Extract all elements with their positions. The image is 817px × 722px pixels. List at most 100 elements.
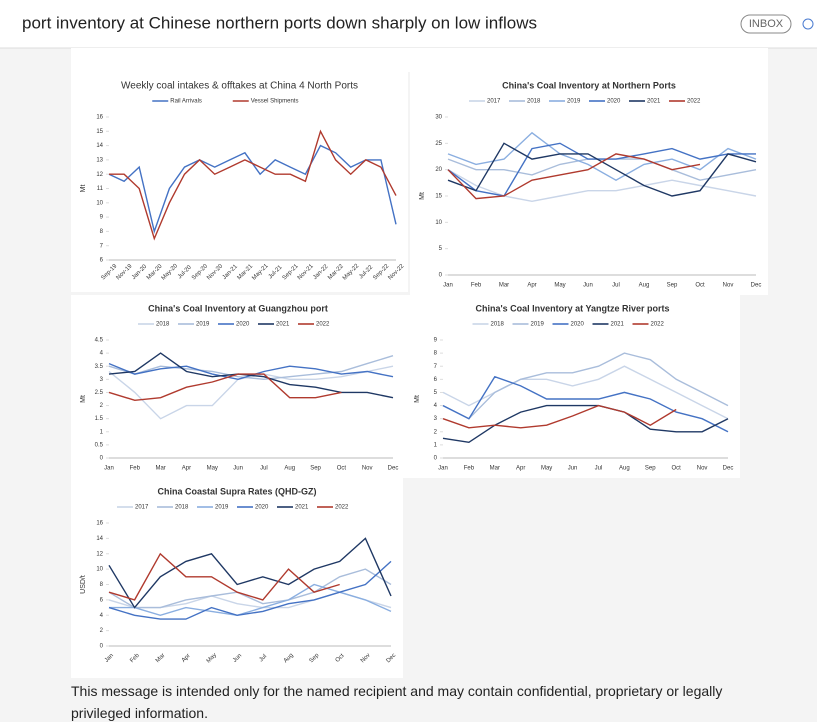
legend-label: 2017 [135,505,149,511]
chart-title: China's Coal Inventory at Yangtze River … [475,303,669,313]
y-tick-label: 3 [434,416,438,422]
x-tick-label: Oct [337,466,347,472]
y-axis-label: Mt [414,395,421,403]
x-tick-label: Sep [310,466,321,472]
x-tick-label: Feb [130,466,141,472]
y-tick-label: 4.5 [95,338,104,344]
y-tick-label: 6 [434,377,438,383]
series-line [442,404,729,444]
y-tick-label: 3.5 [95,364,104,370]
y-tick-label: 2.5 [95,390,104,396]
y-tick-label: 1 [100,429,104,435]
y-tick-label: 4 [100,613,104,619]
legend-label: 2022 [335,505,349,511]
x-tick-label: Aug [283,653,295,665]
x-tick-label: Dec [751,283,762,289]
legend-label: 2022 [651,322,665,328]
image-strip [71,48,768,72]
y-tick-label: 7 [434,364,438,370]
y-tick-label: 25 [435,141,442,147]
y-tick-label: 0 [100,644,104,650]
x-tick-label: Dec [386,653,398,665]
y-tick-label: 0 [434,456,438,462]
y-tick-label: 2 [434,429,438,435]
x-tick-label: Mar [155,466,165,472]
series-line [442,352,729,420]
contact-icon[interactable] [802,18,814,30]
y-tick-label: 6 [100,597,104,603]
series-line [108,568,392,609]
x-tick-label: May [541,466,552,472]
legend-label: 2019 [215,505,229,511]
x-tick-label: Sep [667,283,678,289]
x-tick-label: Oct [695,283,705,289]
chart-title: Weekly coal intakes & offtakes at China … [121,81,358,92]
x-tick-label: Apr [516,466,525,472]
chart-title: China Coastal Supra Rates (QHD-GZ) [157,486,316,496]
x-tick-label: Jul [595,466,603,472]
x-tick-label: May [207,466,218,472]
y-tick-label: 1.5 [95,416,104,422]
series-line [109,583,392,617]
legend-label: 2022 [316,322,330,328]
series-line [447,142,756,197]
legend-label: Vessel Shipments [251,99,299,105]
y-tick-label: 6 [100,258,104,264]
series-line [108,560,392,620]
y-tick-label: 8 [100,582,104,588]
legend-label: 2021 [647,99,661,105]
x-tick-label: Feb [464,466,475,472]
legend-label: 2022 [687,99,701,105]
inbox-badge[interactable] [740,14,792,34]
legend-label: 2018 [491,322,505,328]
legend-label: 2019 [567,99,581,105]
y-tick-label: 11 [97,186,104,192]
legend-label: 2020 [255,505,269,511]
inbox-badge-label[interactable]: INBOX [749,18,784,30]
y-tick-label: 14 [96,143,103,149]
y-tick-label: 10 [96,200,103,206]
chart-title: China's Coal Inventory at Guangzhou port [148,303,328,313]
y-tick-label: 3 [100,377,104,383]
legend-label: 2019 [196,322,210,328]
x-tick-label: Oct [672,466,682,472]
y-tick-label: 4 [100,351,104,357]
y-tick-label: 30 [435,115,442,121]
legend-label: Rail Arrivals [170,99,202,105]
chart-panel [71,72,408,292]
y-axis-label: Mt [80,395,87,403]
x-tick-label: Nov [723,283,734,289]
x-tick-label: Sep [645,466,656,472]
y-tick-label: 10 [435,220,442,226]
x-tick-label: Dec [388,466,399,472]
x-tick-label: Jul [258,654,268,664]
legend-label: 2020 [571,322,585,328]
legend-label: 2021 [611,322,625,328]
legend-label: 2018 [156,322,170,328]
series-line [447,153,701,200]
x-tick-label: Feb [471,283,482,289]
series-line [108,537,392,609]
y-tick-label: 13 [96,157,103,163]
x-tick-label: Aug [619,466,630,472]
series-line [108,373,342,402]
x-tick-label: Jun [233,466,243,472]
x-tick-label: May [554,283,565,289]
series-line [442,404,677,429]
x-tick-label: Nov [362,466,373,472]
y-tick-label: 12 [96,172,103,178]
series-line [442,365,729,420]
y-tick-label: 5 [439,246,443,252]
x-tick-label: Apr [182,466,191,472]
y-tick-label: 16 [96,521,103,527]
subject: port inventory at Chinese northern ports… [22,13,537,32]
y-tick-label: 5 [434,390,438,396]
y-axis-label: Mt [80,185,87,193]
y-tick-label: 0.5 [95,442,104,448]
legend-label: 2020 [236,322,250,328]
y-tick-label: 8 [100,229,104,235]
chart-panel [71,478,403,678]
legend-label: 2017 [487,99,501,105]
